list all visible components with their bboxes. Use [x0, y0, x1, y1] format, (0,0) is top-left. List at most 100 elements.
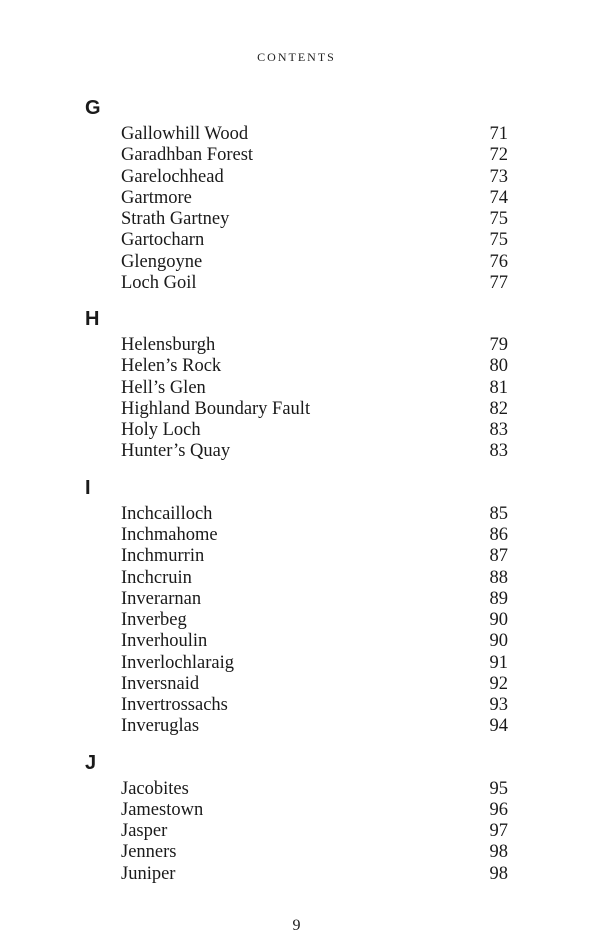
entry-page: 95: [490, 779, 509, 800]
entry-name: Jamestown: [121, 800, 203, 821]
entry-page: 82: [490, 399, 509, 420]
entry-name: Loch Goil: [121, 273, 197, 294]
index-entry: Jacobites 95: [85, 779, 508, 800]
entry-name: Inchmahome: [121, 525, 218, 546]
entry-page: 90: [490, 610, 509, 631]
index-entry: Hunter’s Quay 83: [85, 441, 508, 462]
entry-page: 90: [490, 631, 509, 652]
entry-page: 80: [490, 356, 509, 377]
entry-name: Inchcailloch: [121, 504, 212, 525]
index-entry: Highland Boundary Fault 82: [85, 399, 508, 420]
entry-page: 76: [490, 252, 509, 273]
index-entry: Gartmore 74: [85, 188, 508, 209]
index-entry: Holy Loch 83: [85, 420, 508, 441]
entry-page: 98: [490, 864, 509, 885]
entry-page: 96: [490, 800, 509, 821]
entry-name: Garelochhead: [121, 167, 224, 188]
entry-name: Helen’s Rock: [121, 356, 221, 377]
entry-name: Strath Gartney: [121, 209, 229, 230]
index-entry: Inverhoulin 90: [85, 631, 508, 652]
index-entry: Invertrossachs 93: [85, 695, 508, 716]
entry-name: Helensburgh: [121, 335, 215, 356]
index-entry: Jenners 98: [85, 842, 508, 863]
entry-page: 93: [490, 695, 509, 716]
entry-name: Invertrossachs: [121, 695, 228, 716]
entry-page: 83: [490, 441, 509, 462]
index-entry: Inchmahome 86: [85, 525, 508, 546]
index-entry: Inchcailloch 85: [85, 504, 508, 525]
entry-name: Jenners: [121, 842, 176, 863]
index-entry: Inveruglas 94: [85, 716, 508, 737]
entry-page: 75: [490, 209, 509, 230]
entry-name: Hell’s Glen: [121, 378, 206, 399]
entry-name: Gartocharn: [121, 230, 204, 251]
index-entry: Gartocharn 75: [85, 230, 508, 251]
index-entry: Jasper 97: [85, 821, 508, 842]
entry-name: Gartmore: [121, 188, 192, 209]
index-entry: Helen’s Rock 80: [85, 356, 508, 377]
entry-page: 74: [490, 188, 509, 209]
entry-page: 87: [490, 546, 509, 567]
entry-page: 73: [490, 167, 509, 188]
entry-name: Inversnaid: [121, 674, 199, 695]
contents-list: GGallowhill Wood71Garadhban Forest72Gare…: [85, 97, 508, 899]
entry-name: Holy Loch: [121, 420, 201, 441]
index-entry: Inchmurrin 87: [85, 546, 508, 567]
entry-page: 71: [490, 124, 509, 145]
index-entry: Strath Gartney 75: [85, 209, 508, 230]
index-entry: Inversnaid92: [85, 674, 508, 695]
entry-page: 77: [490, 273, 509, 294]
index-entry: Inverlochlaraig 91: [85, 653, 508, 674]
page-number: 9: [85, 917, 508, 935]
entry-page: 72: [490, 145, 509, 166]
index-section: IInchcailloch85Inchmahome86Inchmurrin87I…: [85, 477, 508, 738]
entry-page: 91: [490, 653, 509, 674]
entry-name: Highland Boundary Fault: [121, 399, 310, 420]
index-entry: Gallowhill Wood 71: [85, 124, 508, 145]
section-letter: J: [85, 752, 508, 775]
entry-name: Inchmurrin: [121, 546, 204, 567]
entry-name: Inverbeg: [121, 610, 187, 631]
index-entry: Glengoyne 76: [85, 252, 508, 273]
index-entry: Garelochhead 73: [85, 167, 508, 188]
entry-page: 79: [490, 335, 509, 356]
index-section: GGallowhill Wood71Garadhban Forest72Gare…: [85, 97, 508, 294]
section-letter: H: [85, 308, 508, 331]
entry-page: 98: [490, 842, 509, 863]
index-entry: Juniper 98: [85, 864, 508, 885]
entry-name: Inverlochlaraig: [121, 653, 234, 674]
index-entry: Inchcruin 88: [85, 568, 508, 589]
entry-name: Garadhban Forest: [121, 145, 253, 166]
entry-name: Hunter’s Quay: [121, 441, 230, 462]
entry-name: Jasper: [121, 821, 167, 842]
entry-name: Juniper: [121, 864, 175, 885]
entry-page: 75: [490, 230, 509, 251]
entry-page: 88: [490, 568, 509, 589]
entry-page: 97: [490, 821, 509, 842]
entry-name: Inchcruin: [121, 568, 192, 589]
entry-page: 86: [490, 525, 509, 546]
index-entry: Loch Goil 77: [85, 273, 508, 294]
entry-name: Glengoyne: [121, 252, 202, 273]
index-entry: Inverarnan 89: [85, 589, 508, 610]
entry-page: 94: [490, 716, 509, 737]
index-entry: Inverbeg 90: [85, 610, 508, 631]
index-entry: Hell’s Glen 81: [85, 378, 508, 399]
section-letter: I: [85, 477, 508, 500]
entry-name: Jacobites: [121, 779, 189, 800]
page-header: CONTENTS: [85, 50, 508, 65]
entry-name: Inverhoulin: [121, 631, 207, 652]
index-entry: Jamestown 96: [85, 800, 508, 821]
entry-page: 83: [490, 420, 509, 441]
index-section: J Jacobites 95 Jamestown 96 Jasper 97 Jenners 98…: [85, 752, 508, 885]
entry-name: Inverarnan: [121, 589, 201, 610]
entry-name: Inveruglas: [121, 716, 199, 737]
section-letter: G: [85, 97, 508, 120]
entry-name: Gallowhill Wood: [121, 124, 248, 145]
index-section: H Helensburgh 79 Helen’s Rock 80 Hell’s Glen 8…: [85, 308, 508, 463]
index-entry: Helensburgh 79: [85, 335, 508, 356]
entry-page: 85: [490, 504, 509, 525]
entry-page: 81: [490, 378, 509, 399]
index-entry: Garadhban Forest 72: [85, 145, 508, 166]
entry-page: 89: [490, 589, 509, 610]
